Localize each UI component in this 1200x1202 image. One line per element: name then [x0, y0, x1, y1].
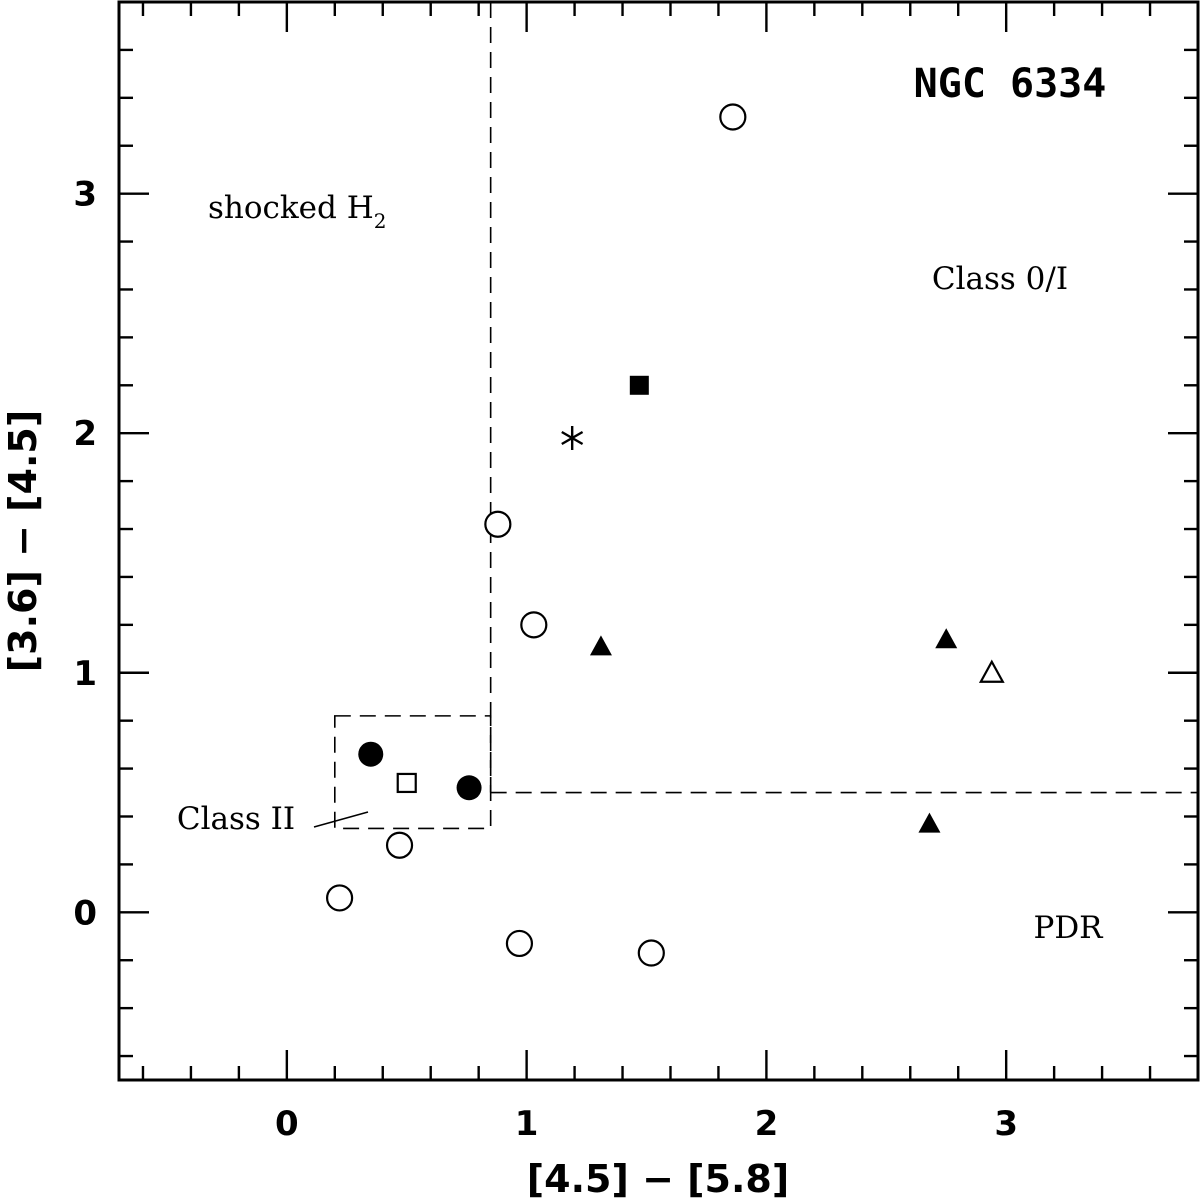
region-label-class-0-i: Class 0/I — [932, 261, 1068, 297]
point-filled-triangle — [589, 635, 612, 656]
y-tick-label: 2 — [73, 414, 97, 454]
point-open-circle — [484, 510, 512, 538]
x-tick-label: 1 — [515, 1104, 539, 1144]
axis-ticks — [119, 0, 1200, 1080]
point-open-circle — [719, 103, 747, 131]
x-axis-title: [4.5] − [5.8] — [527, 1157, 789, 1201]
series-open-square — [396, 772, 417, 794]
x-tick-label: 3 — [994, 1104, 1018, 1144]
class-ii-box — [333, 715, 492, 830]
y-tick-label: 3 — [73, 175, 97, 215]
chart-title: NGC 6334 — [914, 61, 1107, 107]
point-filled-circle — [358, 741, 384, 767]
point-open-square — [396, 772, 417, 794]
y-tick-label: 0 — [73, 893, 97, 933]
point-open-circle — [637, 939, 665, 967]
y-tick-label: 1 — [73, 654, 97, 694]
series-open-triangle — [978, 659, 1005, 683]
series-asterisk — [561, 425, 584, 450]
series-filled-square — [629, 375, 649, 395]
x-tick-label: 2 — [755, 1104, 779, 1144]
plot-frame — [117, 0, 1200, 1082]
series-filled-circle — [358, 741, 482, 801]
region-label-shocked-h2: shocked H2 — [208, 190, 387, 233]
region-label-class-ii: Class II — [177, 801, 295, 837]
class-ii-pointer-line — [313, 811, 369, 828]
point-filled-square — [629, 375, 649, 395]
point-open-circle — [325, 884, 354, 912]
point-filled-triangle — [935, 628, 958, 649]
series-open-circle — [325, 103, 747, 967]
plot-area — [325, 2, 1198, 967]
x-tick-label: 0 — [275, 1104, 299, 1144]
point-open-circle — [385, 831, 414, 859]
point-filled-triangle — [918, 812, 941, 833]
point-open-circle — [505, 929, 534, 958]
region-label-pdr: PDR — [1033, 910, 1104, 946]
point-open-circle — [520, 611, 548, 639]
y-axis-title: [3.6] − [4.5] — [1, 410, 45, 672]
point-filled-circle — [456, 775, 482, 801]
series-filled-triangle — [589, 628, 958, 833]
point-asterisk — [561, 425, 584, 450]
point-open-triangle — [978, 659, 1005, 683]
